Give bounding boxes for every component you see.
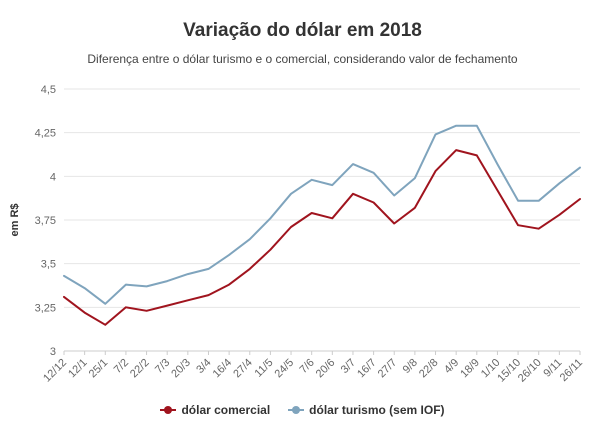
x-tick-label: 11/5 [252,357,275,380]
x-tick-label: 24/5 [273,357,297,381]
x-tick-label: 16/7 [355,357,379,381]
x-tick-label: 12/12 [41,357,69,385]
x-tick-label: 20/3 [169,357,193,381]
y-tick-label: 4,25 [35,128,56,140]
x-tick-label: 25/1 [87,357,111,381]
legend-item-turismo[interactable]: dólar turismo (sem IOF) [288,403,445,417]
legend-marker-turismo [288,405,305,415]
legend-label-turismo: dólar turismo (sem IOF) [309,403,445,417]
x-tick-label: 22/2 [128,357,152,381]
y-tick-label: 4,5 [41,84,56,96]
series-line-turismo[interactable] [63,124,581,305]
legend-item-comercial[interactable]: dólar comercial [160,403,270,417]
series-line-comercial[interactable] [63,149,581,326]
chart-title: Variação do dólar em 2018 [183,20,422,41]
x-tick-label: 27/7 [376,357,400,381]
y-axis-ticks: 3 3,25 3,5 3,75 4 4,25 4,5 [35,84,56,358]
legend-marker-comercial [160,405,177,415]
y-tick-label: 3,75 [35,215,56,227]
legend: dólar comercial dólar turismo (sem IOF) [0,403,605,417]
y-tick-label: 4 [50,171,56,183]
x-tick-label: 26/11 [558,357,585,384]
y-axis-label: em R$ [9,203,21,236]
y-tick-label: 3,25 [35,302,56,314]
x-tick-label: 16/4 [211,357,235,381]
x-tick-label: 20/6 [314,357,338,381]
y-tick-label: 3 [50,346,56,358]
series-lines [63,124,581,326]
x-tick-label: 26/10 [516,357,544,385]
x-tick-label: 27/4 [231,357,255,381]
chart-subtitle: Diferença entre o dólar turismo e o come… [87,52,518,66]
y-tick-label: 3,5 [41,259,56,271]
gridlines [64,88,580,352]
x-tick-label: 12/1 [66,357,90,381]
legend-label-comercial: dólar comercial [181,403,271,417]
x-tick-label: 18/9 [458,357,482,381]
x-tick-label: 22/8 [417,357,441,381]
